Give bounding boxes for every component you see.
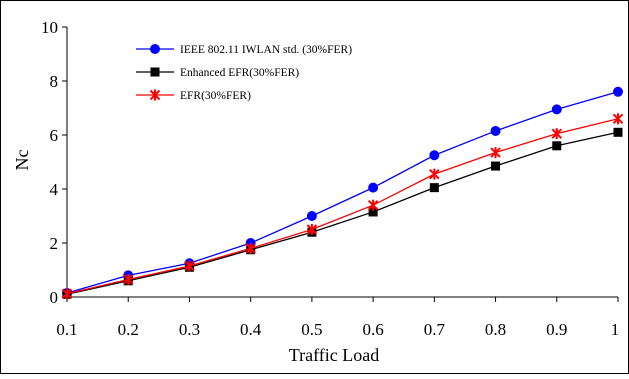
x-tick-label: 0.2 <box>118 320 139 339</box>
series-line <box>66 118 619 295</box>
data-point <box>429 150 440 161</box>
data-point <box>429 168 440 180</box>
legend-label: Enhanced EFR(30%FER) <box>180 67 299 79</box>
legend-label: EFR(30%FER) <box>180 90 251 102</box>
series-group <box>61 86 624 300</box>
legend-marker <box>149 89 161 101</box>
y-tick-label: 8 <box>50 72 59 91</box>
data-point <box>490 125 501 136</box>
data-point <box>551 128 562 140</box>
legend-marker <box>150 67 160 77</box>
data-point <box>306 224 318 235</box>
y-axis-title: Nc <box>12 150 32 171</box>
legend-entry-3: EFR(30%FER) <box>136 89 251 102</box>
series-line <box>66 131 619 295</box>
y-tick-label: 4 <box>50 180 59 199</box>
x-tick-label: 0.3 <box>179 320 200 339</box>
x-tick-label: 0.1 <box>56 320 77 339</box>
data-point <box>552 141 562 151</box>
data-point <box>368 182 379 193</box>
legend-entry-1: IEEE 802.11 IWLAN std. (30%FER) <box>136 44 352 56</box>
data-point <box>551 104 562 115</box>
data-point <box>490 147 501 159</box>
legend-entry-2: Enhanced EFR(30%FER) <box>136 67 299 79</box>
tick-labels: 0 2 4 6 8 10 0.1 0.2 0.3 0.4 0.5 0.6 0.7 0.8 0.9 1 <box>41 18 619 339</box>
data-point <box>61 288 73 300</box>
y-tick-label: 6 <box>50 126 59 145</box>
legend-label: IEEE 802.11 IWLAN std. (30%FER) <box>180 44 352 56</box>
y-tick-label: 0 <box>50 288 59 307</box>
data-point <box>613 86 623 97</box>
x-tick-label: 1 <box>611 320 620 339</box>
data-point <box>184 260 195 272</box>
x-tick-label: 0.7 <box>424 320 446 339</box>
data-point <box>491 161 501 171</box>
data-point <box>429 183 439 193</box>
x-tick-label: 0.9 <box>546 320 567 339</box>
axes <box>62 26 619 302</box>
x-tick-label: 0.4 <box>240 320 262 339</box>
data-point <box>368 207 378 217</box>
data-point <box>612 113 624 125</box>
data-point <box>245 242 256 254</box>
series-3 <box>61 113 624 300</box>
y-tick-label: 10 <box>41 18 58 37</box>
legend: IEEE 802.11 IWLAN std. (30%FER) Enhanced … <box>136 44 352 102</box>
series-line <box>66 91 619 294</box>
x-tick-label: 0.8 <box>485 320 506 339</box>
legend-marker <box>150 44 160 54</box>
data-point <box>306 211 317 221</box>
y-tick-label: 2 <box>50 234 59 253</box>
data-point <box>123 273 134 285</box>
data-point <box>613 127 623 137</box>
data-point <box>367 199 379 211</box>
x-tick-label: 0.5 <box>301 320 322 339</box>
x-tick-label: 0.6 <box>362 320 383 339</box>
x-axis-title: Traffic Load <box>289 345 379 365</box>
